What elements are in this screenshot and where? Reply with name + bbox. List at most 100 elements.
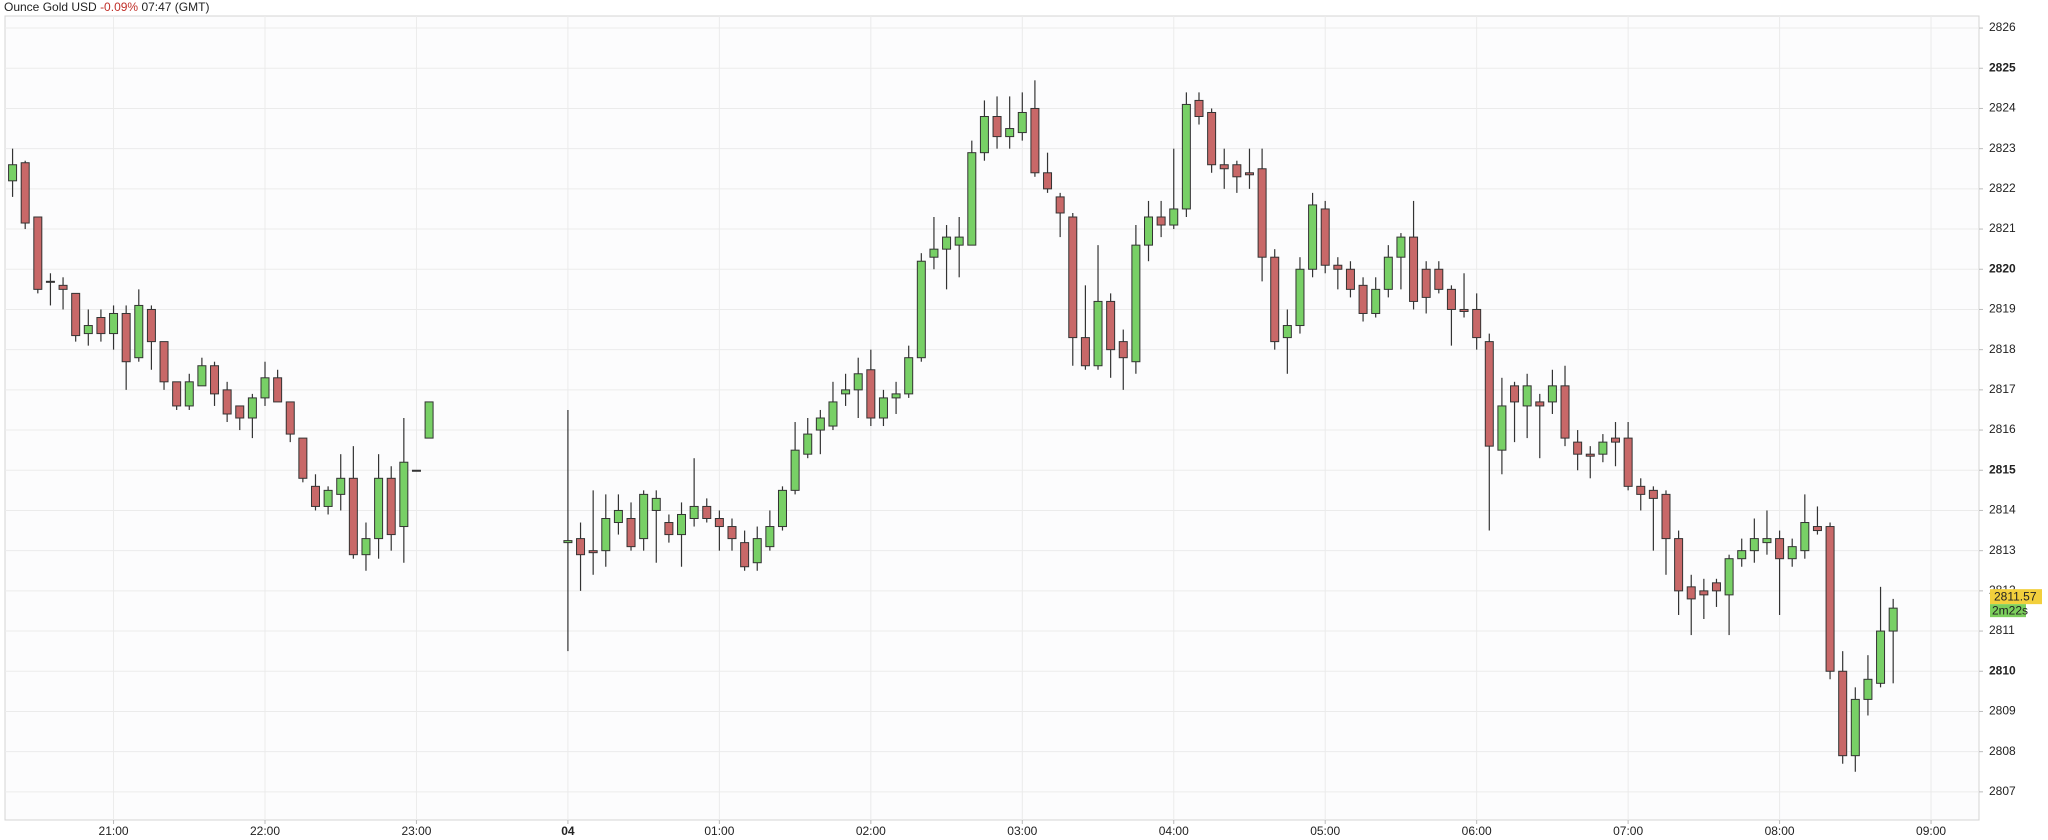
candle-body <box>1333 264 1343 270</box>
candle-body <box>979 116 989 154</box>
y-tick-label: 2811 <box>1989 623 2015 637</box>
candle-body <box>1749 538 1759 552</box>
candle-body <box>563 540 573 544</box>
candle-body <box>1850 698 1860 757</box>
candle-body <box>828 401 838 427</box>
y-tick-label: 2815 <box>1989 462 2016 476</box>
candle-body <box>121 312 131 363</box>
candle-body <box>1421 268 1431 298</box>
candle-body <box>765 526 775 548</box>
candle-body <box>159 341 169 383</box>
candle-body <box>1636 485 1646 495</box>
candle-body <box>1106 300 1116 351</box>
candle-body <box>1838 670 1848 757</box>
countdown: 2m22s <box>1992 603 2028 617</box>
candle-body <box>1181 103 1191 210</box>
candle-body <box>1623 437 1633 487</box>
candle-body <box>71 292 81 337</box>
y-tick-label: 2820 <box>1989 261 2016 275</box>
x-tick-label: 23:00 <box>401 824 431 838</box>
candle-body <box>235 405 245 419</box>
candle-body <box>1459 308 1469 312</box>
y-tick-label: 2814 <box>1989 503 2016 517</box>
candle-body <box>1043 172 1053 190</box>
y-tick-label: 2813 <box>1989 543 2016 557</box>
candle-body <box>1270 256 1280 343</box>
countdown-box <box>1990 604 2026 618</box>
y-tick-label: 2817 <box>1989 382 2016 396</box>
candle-body <box>184 381 194 407</box>
candle-body <box>702 505 712 520</box>
candle-body <box>1674 538 1684 592</box>
x-tick-label: 04:00 <box>1159 824 1189 838</box>
candle-body <box>411 469 421 472</box>
candle-body <box>1812 526 1822 532</box>
y-tick-label: 2808 <box>1989 744 2016 758</box>
candle-body <box>285 401 295 435</box>
candle-body <box>929 248 939 258</box>
x-tick-label: 02:00 <box>856 824 886 838</box>
candle-body <box>803 433 813 455</box>
candle-body <box>1876 630 1886 684</box>
x-tick-label: 08:00 <box>1765 824 1795 838</box>
candle-body <box>1093 300 1103 367</box>
y-tick-label: 2825 <box>1989 60 2016 74</box>
x-tick-label: 06:00 <box>1462 824 1492 838</box>
candle-body <box>134 304 144 359</box>
candle-body <box>260 377 270 399</box>
candle-body <box>146 308 156 343</box>
candle-body <box>954 236 964 246</box>
candle-body <box>1522 385 1532 407</box>
change: -0.09% <box>100 0 139 14</box>
candle-body <box>1724 558 1734 596</box>
instrument: Ounce Gold USD <box>4 0 97 14</box>
candle-body <box>677 513 687 536</box>
candle-body <box>1345 268 1355 290</box>
candle-body <box>1409 236 1419 302</box>
candle-body <box>727 526 737 540</box>
candle-body <box>323 489 333 507</box>
candle-body <box>210 365 220 395</box>
candle-body <box>83 325 93 335</box>
candle-body <box>8 164 18 182</box>
plot-frame <box>4 15 1980 821</box>
candle-body <box>386 477 396 536</box>
last-price: 2811.57 <box>1994 589 2037 603</box>
y-tick-label: 2819 <box>1989 302 2016 316</box>
candle-body <box>1005 128 1015 138</box>
candle-body <box>1017 111 1027 134</box>
candle-body <box>45 280 55 283</box>
candle-body <box>790 449 800 491</box>
x-tick-label: 01:00 <box>704 824 734 838</box>
y-tick-label: 2810 <box>1989 663 2016 677</box>
candle-body <box>576 538 586 556</box>
candle-body <box>1144 216 1154 246</box>
candle-body <box>222 389 232 415</box>
y-tick-label: 2823 <box>1989 141 2016 155</box>
candle-body <box>1863 678 1873 700</box>
candle-body <box>866 369 876 419</box>
candle-body <box>651 497 661 511</box>
candle-body <box>1396 236 1406 258</box>
candle-body <box>1510 385 1520 403</box>
candle-body <box>310 485 320 507</box>
candle-body <box>33 216 43 290</box>
candle-body <box>1888 607 1898 632</box>
last-price-box <box>1990 589 2042 605</box>
candle-body <box>1371 288 1381 314</box>
candle-body <box>904 357 914 395</box>
candle-body <box>1825 526 1835 672</box>
candle-body <box>1472 308 1482 339</box>
y-tick-label: 2821 <box>1989 221 2016 235</box>
candle-body <box>1118 341 1128 359</box>
candle-body <box>1775 538 1785 560</box>
candle-body <box>348 477 358 556</box>
candle-body <box>1800 522 1810 552</box>
candle-body <box>336 477 346 495</box>
candle-body <box>1080 337 1090 367</box>
y-tick-label: 2822 <box>1989 181 2016 195</box>
candle-body <box>1711 582 1721 592</box>
candle-body <box>1547 385 1557 403</box>
